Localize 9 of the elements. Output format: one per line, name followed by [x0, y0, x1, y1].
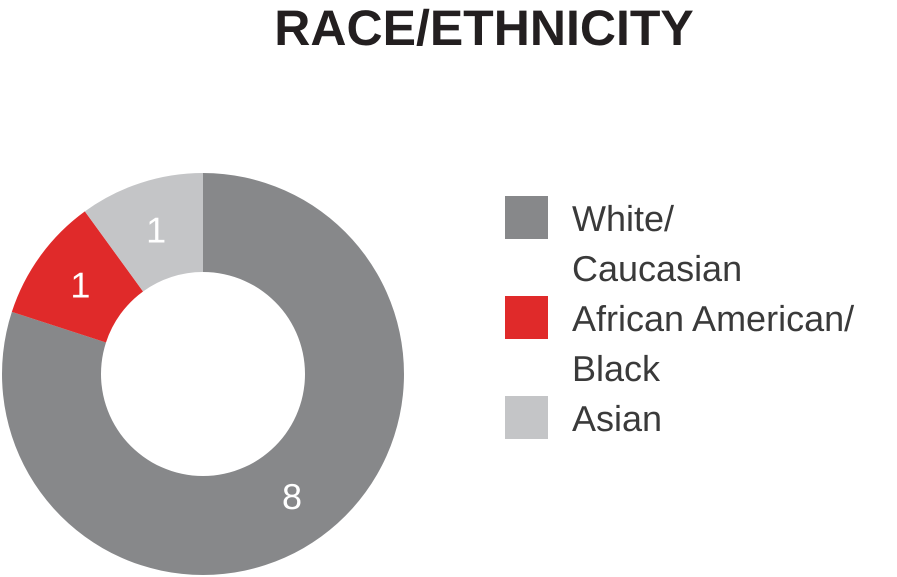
data-label: 1	[146, 209, 166, 250]
donut-slice	[12, 211, 144, 342]
chart-title: RACE/ETHNICITY	[274, 0, 694, 56]
data-label: 1	[70, 264, 90, 306]
donut-slice	[2, 173, 404, 575]
legend-label: African American/ Black	[572, 298, 854, 388]
legend-label: White/ Caucasian	[572, 198, 742, 288]
legend-label: Asian	[572, 398, 662, 438]
data-label: 8	[282, 476, 302, 518]
